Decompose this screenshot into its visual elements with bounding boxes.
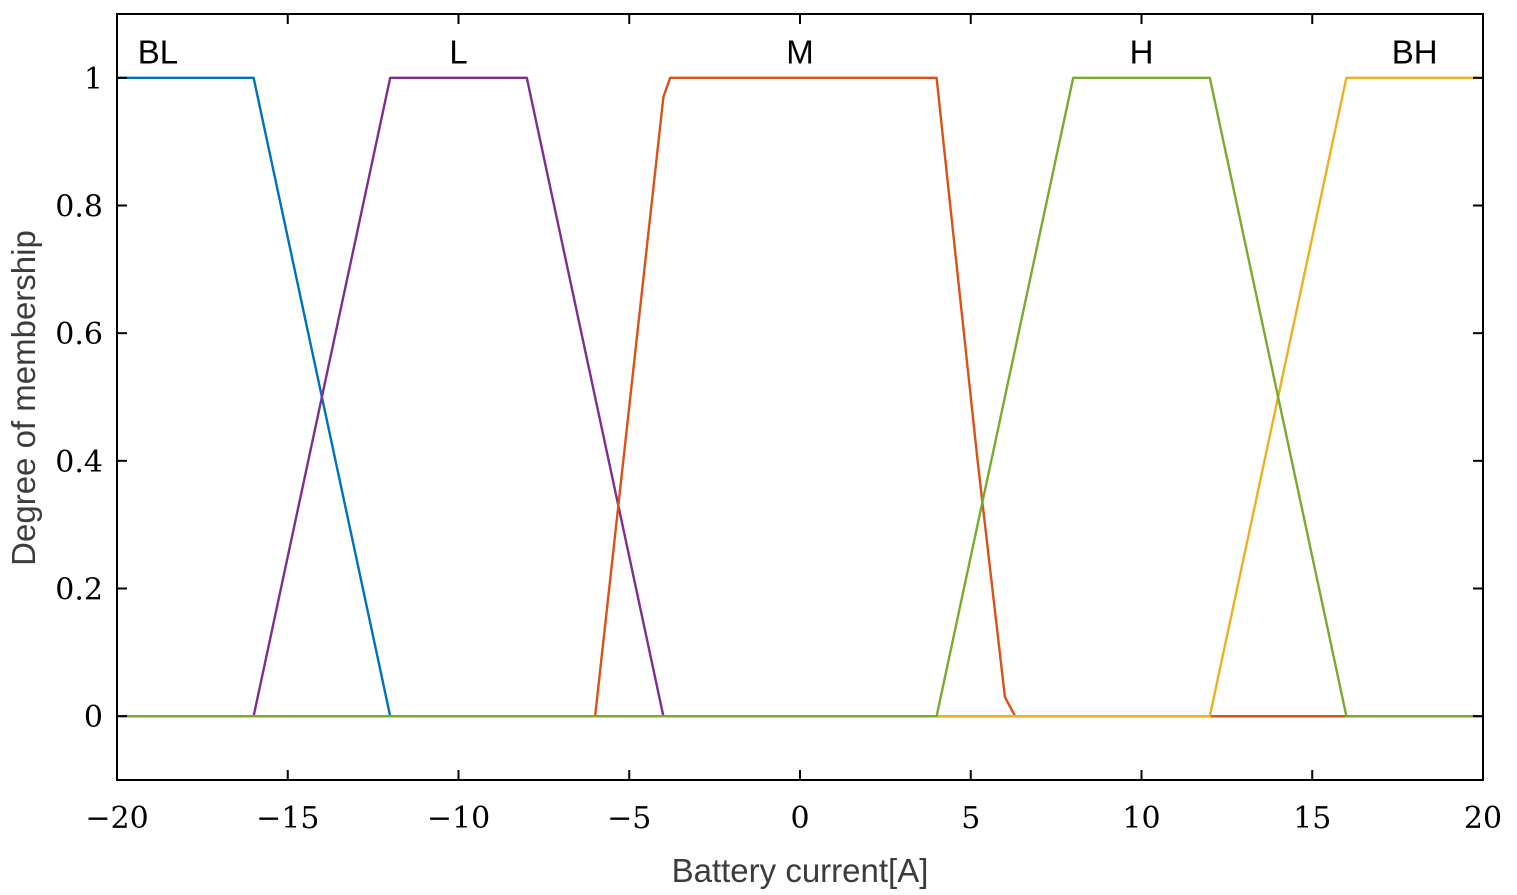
x-tick-label: 5 — [961, 801, 980, 836]
x-tick-label: 10 — [1122, 801, 1160, 836]
x-tick-label: −10 — [427, 801, 490, 836]
series-label-bl: BL — [138, 33, 178, 70]
x-tick-label: −15 — [256, 801, 319, 836]
y-tick-label: 0.2 — [55, 573, 103, 608]
series-label-l: L — [449, 33, 467, 70]
series-label-h: H — [1130, 33, 1154, 70]
series-label-bh: BH — [1392, 33, 1438, 70]
x-axis-label: Battery current[A] — [672, 852, 929, 889]
y-tick-label: 1 — [84, 62, 103, 97]
x-tick-label: 15 — [1293, 801, 1331, 836]
series-line-m — [117, 76, 1483, 718]
y-tick-label: 0.6 — [55, 317, 103, 352]
axes-layer — [116, 13, 1484, 781]
x-tick-label: 0 — [790, 801, 809, 836]
label-layer: −20 −15 −10 −5 0 5 10 15 20 0 0.2 0.4 0.6 0.8 1 BL L M H BH — [55, 33, 1502, 836]
y-tick-label: 0.4 — [55, 445, 103, 480]
series-layer — [117, 76, 1483, 718]
x-tick-label: −20 — [85, 801, 148, 836]
x-tick-label: −5 — [607, 801, 651, 836]
y-axis-label: Degree of membership — [5, 230, 42, 566]
x-tick-label: 20 — [1464, 801, 1502, 836]
y-tick-label: 0 — [84, 700, 103, 735]
series-label-m: M — [786, 33, 814, 70]
series-line-h — [117, 76, 1483, 718]
y-tick-label: 0.8 — [55, 190, 103, 225]
